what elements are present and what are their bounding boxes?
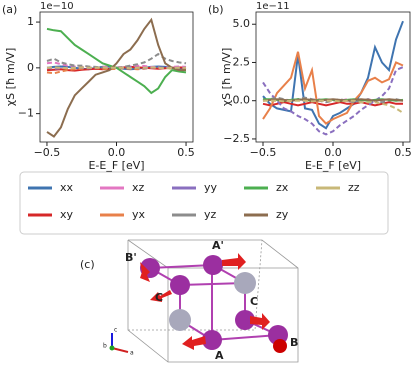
- spin-arrows: [140, 253, 287, 353]
- axis-b: [109, 345, 115, 351]
- y-tick-label: 5.0: [233, 17, 251, 30]
- panel-label: (c): [80, 258, 95, 271]
- atom: [235, 310, 255, 330]
- series-line: [262, 66, 404, 136]
- y-tick-label: 0: [27, 61, 34, 74]
- series-line: [262, 20, 404, 130]
- x-tick-label: 0.5: [177, 146, 195, 159]
- y-tick-label: −1: [18, 107, 34, 120]
- axis-triad: c b a: [103, 327, 134, 357]
- atom: [203, 255, 223, 275]
- panel-label: (a): [2, 3, 17, 16]
- legend-label: xx: [60, 181, 74, 194]
- atom: [202, 330, 222, 350]
- axis-label: c: [114, 327, 117, 334]
- series-line: [262, 101, 403, 107]
- y-axis-label: χS [ħ m/V]: [4, 48, 17, 107]
- panel-label: (b): [208, 3, 224, 16]
- atom: [169, 309, 191, 331]
- y-tick-label: 0.0: [233, 94, 251, 107]
- plot-frame: [255, 11, 411, 143]
- x-tick-label: 0.0: [324, 146, 342, 159]
- atom-label: C: [250, 295, 258, 308]
- legend-label: zy: [276, 208, 289, 221]
- bond: [211, 334, 279, 341]
- y-tick-label: 1: [27, 15, 34, 28]
- y-axis-label: χS [ħ m/V]: [220, 48, 233, 107]
- y-tick-label: 2.5: [233, 55, 251, 68]
- legend-label: zz: [348, 181, 360, 194]
- offset-text: 1e−11: [256, 1, 290, 12]
- x-axis-label: E-E_F [eV]: [88, 159, 144, 172]
- atom-label: A': [212, 239, 224, 252]
- atom-labels: A' B' C C A B: [125, 239, 298, 362]
- legend-label: yz: [204, 208, 217, 221]
- x-tick-label: −0.5: [34, 146, 61, 159]
- arrow: [140, 262, 150, 282]
- atoms: [140, 255, 288, 350]
- atom-spin: [273, 339, 287, 353]
- atom: [234, 272, 256, 294]
- atom-label: B: [290, 336, 298, 349]
- bond: [149, 264, 214, 269]
- legend-label: yy: [204, 181, 218, 194]
- axis-a: [111, 347, 129, 353]
- series-line: [262, 51, 404, 125]
- legend-label: zx: [276, 181, 289, 194]
- structure: (c): [80, 239, 299, 363]
- axis-label: a: [130, 350, 134, 357]
- x-tick-label: 0.5: [394, 146, 412, 159]
- legend-label: xy: [60, 208, 74, 221]
- atom-label: A: [215, 349, 224, 362]
- x-tick-label: −0.5: [250, 146, 277, 159]
- series-line: [46, 17, 186, 138]
- series-line: [262, 98, 404, 102]
- series-line: [46, 66, 186, 70]
- x-tick-label: 0.0: [108, 146, 126, 159]
- arrow: [222, 253, 246, 270]
- arrow: [150, 290, 172, 302]
- x-axis-label: E-E_F [eV]: [305, 159, 361, 172]
- atom: [170, 275, 190, 295]
- atom-label: C: [155, 291, 163, 304]
- offset-text: 1e−10: [40, 1, 74, 12]
- y-tick-label: −2.5: [223, 132, 250, 145]
- plot-frame: [39, 11, 194, 143]
- arrow: [182, 336, 206, 350]
- series-line: [46, 27, 187, 95]
- axis-label: b: [103, 343, 107, 350]
- legend-label: xz: [132, 181, 145, 194]
- legend-label: yx: [132, 208, 146, 221]
- arrow: [250, 313, 270, 330]
- atom-label: B': [125, 251, 137, 264]
